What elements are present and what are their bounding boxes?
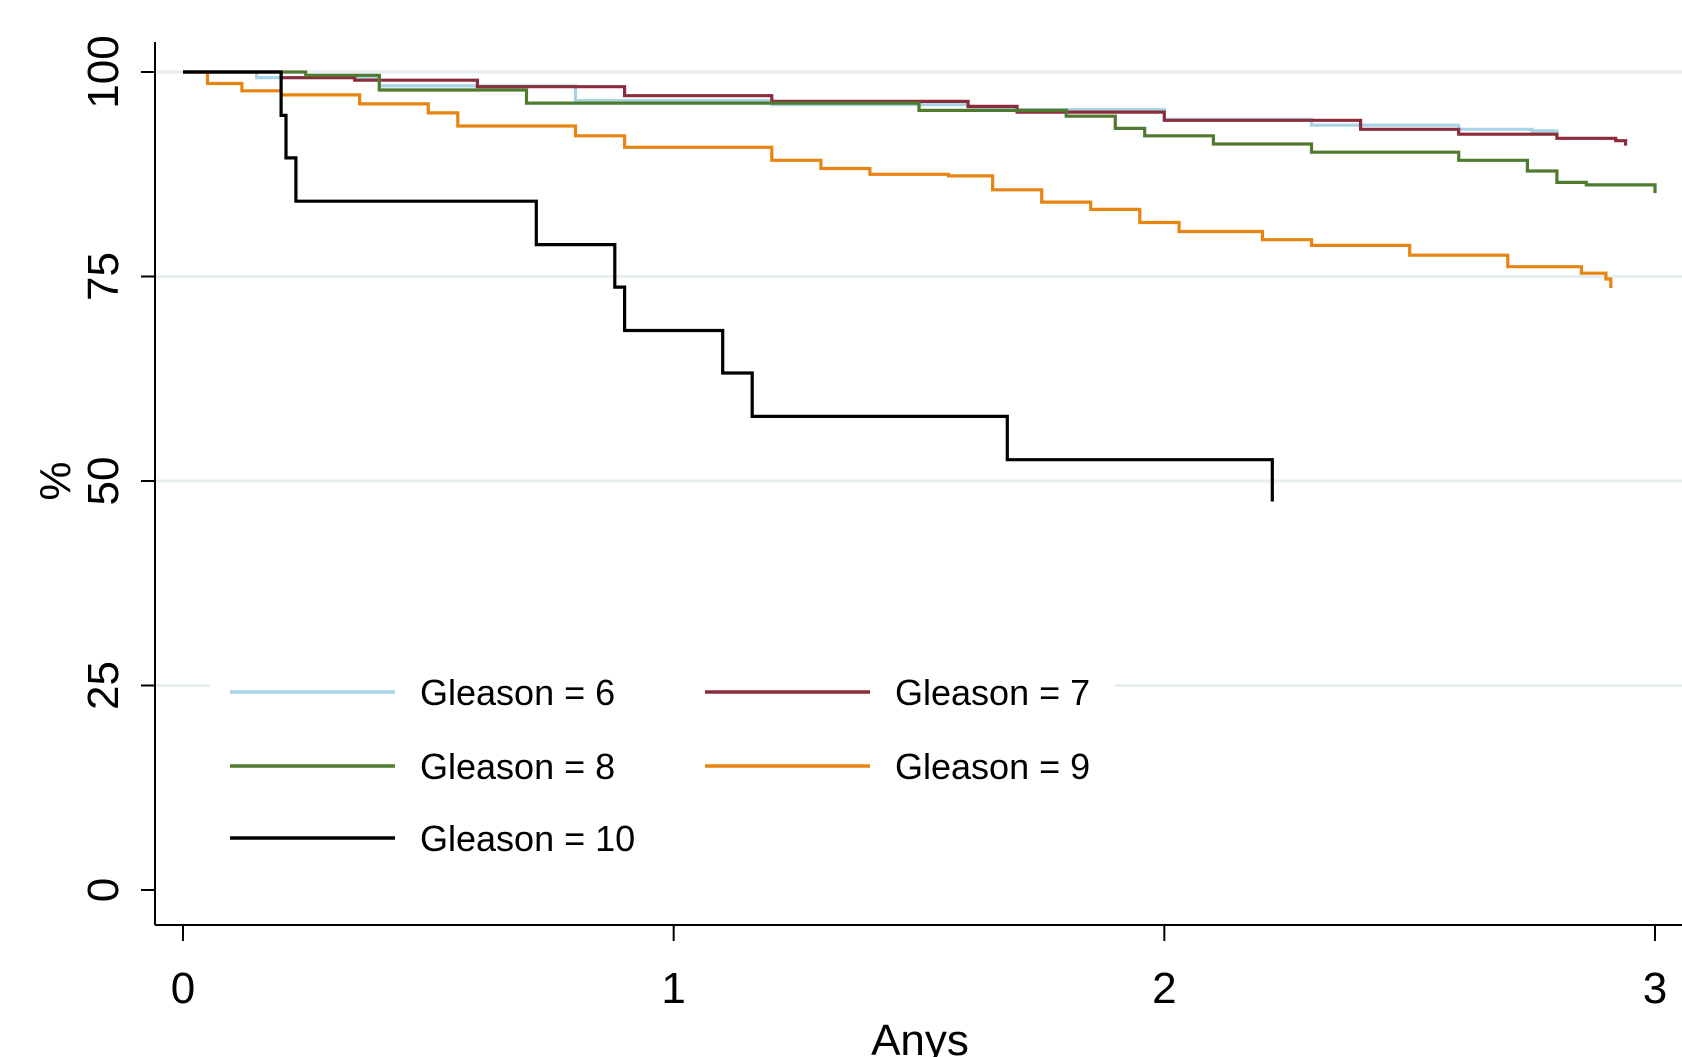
series-line-2 [183, 70, 1628, 146]
legend-label-1: Gleason = 6 [420, 672, 615, 713]
y-tick-label: 100 [79, 35, 128, 108]
series-line-5 [183, 70, 1274, 502]
legend-label-2: Gleason = 7 [895, 672, 1090, 713]
axes: 0 25 50 75 100 0 1 2 3 [79, 35, 1682, 1013]
y-tick-label: 50 [79, 457, 128, 506]
plot-series [183, 70, 1657, 502]
legend-label-3: Gleason = 8 [420, 746, 615, 787]
x-tick-label: 3 [1643, 964, 1667, 1013]
legend: Gleason = 6 Gleason = 7 Gleason = 8 Gleason… [210, 665, 1115, 885]
x-axis-title: Anys [871, 1016, 969, 1057]
legend-label-4: Gleason = 9 [895, 746, 1090, 787]
x-tick-label: 2 [1152, 964, 1176, 1013]
y-axis-title: % [31, 461, 80, 500]
x-tick-label: 0 [171, 964, 195, 1013]
y-tick-label: 75 [79, 252, 128, 301]
gridlines [155, 70, 1682, 687]
legend-label-5: Gleason = 10 [420, 818, 635, 859]
legend-box [210, 665, 1115, 885]
y-tick-label: 25 [79, 661, 128, 710]
series-line-3 [183, 70, 1657, 194]
x-tick-label: 1 [661, 964, 685, 1013]
y-tick-label: 0 [79, 878, 128, 902]
series-line-4 [183, 70, 1613, 288]
